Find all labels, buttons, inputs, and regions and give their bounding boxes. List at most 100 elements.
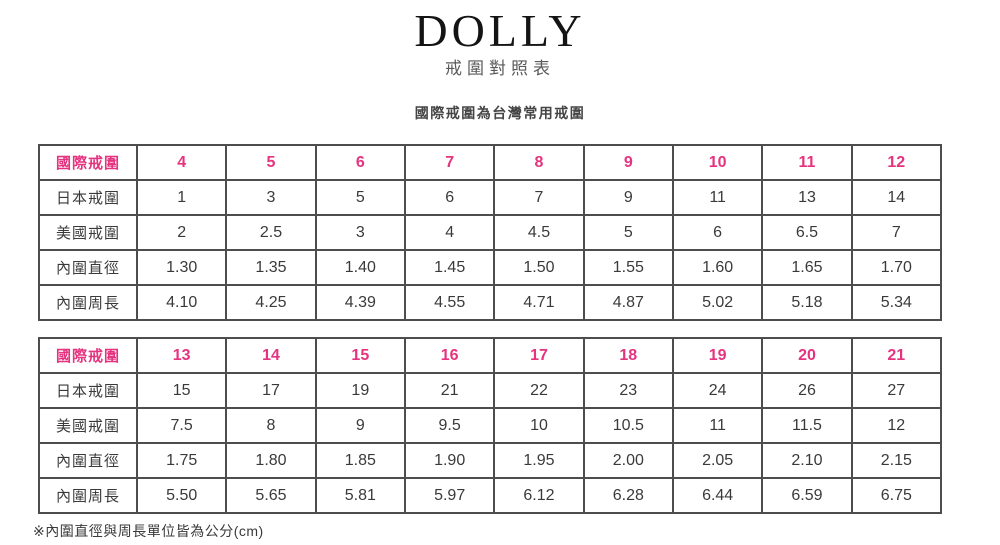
row-label: 內圍直徑 [38,442,138,480]
size-cell: 11 [671,179,764,217]
size-cell: 9 [582,144,674,182]
size-cell: 1.40 [314,249,406,287]
row-label: 內圍直徑 [38,249,138,287]
size-cell: 6.75 [850,477,943,515]
ring-size-table-2: 國際戒圍 13 14 15 16 17 18 19 20 21 日本戒圍 15 17 19 21 22 23 24… [38,337,943,515]
row-label: 內圍周長 [38,284,138,322]
size-cell: 5 [582,214,674,252]
size-cell: 5.02 [671,284,764,322]
size-cell: 5.34 [850,284,943,322]
row-label: 國際戒圍 [38,144,138,182]
ring-size-table-1: 國際戒圍 4 5 6 7 8 9 10 11 12 日本戒圍 1 3 5 6 7 9 11 13 14 美國戒圍 2 2.5… [38,144,943,322]
size-cell: 6 [671,214,764,252]
size-cell: 8 [225,407,317,445]
size-cell: 9 [582,179,674,217]
size-cell: 2.5 [225,214,317,252]
size-cell: 2.00 [582,442,674,480]
size-cell: 13 [135,337,228,375]
size-cell: 1.80 [225,442,317,480]
table-row: 日本戒圍 1 3 5 6 7 9 11 13 14 [38,179,943,217]
size-cell: 2.10 [761,442,853,480]
page-title: 戒圍對照表 [445,59,555,78]
size-cell: 10 [671,144,764,182]
size-cell: 11 [761,144,853,182]
table-row: 國際戒圍 13 14 15 16 17 18 19 20 21 [38,337,943,375]
table-row: 美國戒圍 2 2.5 3 4 4.5 5 6 6.5 7 [38,214,943,252]
size-cell: 21 [850,337,943,375]
size-cell: 17 [493,337,585,375]
size-cell: 16 [403,337,496,375]
size-cell: 15 [135,372,228,410]
size-cell: 10 [493,407,585,445]
size-cell: 1 [135,179,228,217]
table-row: 內圍直徑 1.75 1.80 1.85 1.90 1.95 2.00 2.05 2.10 2.15 [38,442,943,480]
size-cell: 15 [314,337,406,375]
unit-footnote: ※內圍直徑與周長單位皆為公分(cm) [33,523,264,540]
size-cell: 1.35 [225,249,317,287]
size-cell: 1.95 [493,442,585,480]
table-row: 內圍周長 5.50 5.65 5.81 5.97 6.12 6.28 6.44 6.59 6.75 [38,477,943,515]
size-cell: 2.15 [850,442,943,480]
size-cell: 10.5 [582,407,674,445]
size-cell: 18 [582,337,674,375]
page-subtitle: 國際戒圍為台灣常用戒圍 [414,105,586,122]
size-cell: 1.55 [582,249,674,287]
brand-logo: DOLLY [414,5,586,56]
size-cell: 6.59 [761,477,853,515]
size-cell: 11 [671,407,764,445]
size-cell: 4.55 [403,284,496,322]
size-cell: 6.28 [582,477,674,515]
size-cell: 1.70 [850,249,943,287]
row-label: 內圍周長 [38,477,138,515]
size-cell: 3 [225,179,317,217]
size-cell: 1.85 [314,442,406,480]
size-cell: 4.25 [225,284,317,322]
size-cell: 4 [403,214,496,252]
size-cell: 7.5 [135,407,228,445]
size-cell: 8 [493,144,585,182]
table-row: 日本戒圍 15 17 19 21 22 23 24 26 27 [38,372,943,410]
row-label: 日本戒圍 [38,372,138,410]
size-cell: 6.44 [671,477,764,515]
size-cell: 9 [314,407,406,445]
table-row: 國際戒圍 4 5 6 7 8 9 10 11 12 [38,144,943,182]
size-cell: 17 [225,372,317,410]
size-cell: 1.90 [403,442,496,480]
row-label: 日本戒圍 [38,179,138,217]
size-cell: 1.60 [671,249,764,287]
size-cell: 12 [850,407,943,445]
row-label: 美國戒圍 [38,214,138,252]
size-cell: 1.45 [403,249,496,287]
size-cell: 20 [761,337,853,375]
size-cell: 19 [671,337,764,375]
size-cell: 5 [314,179,406,217]
size-cell: 2 [135,214,228,252]
size-cell: 7 [493,179,585,217]
size-cell: 5.18 [761,284,853,322]
size-cell: 27 [850,372,943,410]
size-cell: 22 [493,372,585,410]
size-cell: 12 [850,144,943,182]
page-header: DOLLY 戒圍對照表 國際戒圍為台灣常用戒圍 [0,8,1000,122]
size-cell: 5.97 [403,477,496,515]
size-cell: 6.12 [493,477,585,515]
size-cell: 5.81 [314,477,406,515]
size-cell: 5 [225,144,317,182]
size-cell: 1.50 [493,249,585,287]
size-cell: 7 [850,214,943,252]
size-cell: 4.71 [493,284,585,322]
size-cell: 3 [314,214,406,252]
size-cell: 19 [314,372,406,410]
size-cell: 23 [582,372,674,410]
size-cell: 2.05 [671,442,764,480]
size-cell: 1.75 [135,442,228,480]
size-cell: 26 [761,372,853,410]
size-cell: 14 [225,337,317,375]
row-label: 國際戒圍 [38,337,138,375]
table-row: 美國戒圍 7.5 8 9 9.5 10 10.5 11 11.5 12 [38,407,943,445]
size-cell: 4.10 [135,284,228,322]
size-cell: 21 [403,372,496,410]
size-cell: 6 [403,179,496,217]
size-cell: 4 [135,144,228,182]
size-cell: 4.87 [582,284,674,322]
